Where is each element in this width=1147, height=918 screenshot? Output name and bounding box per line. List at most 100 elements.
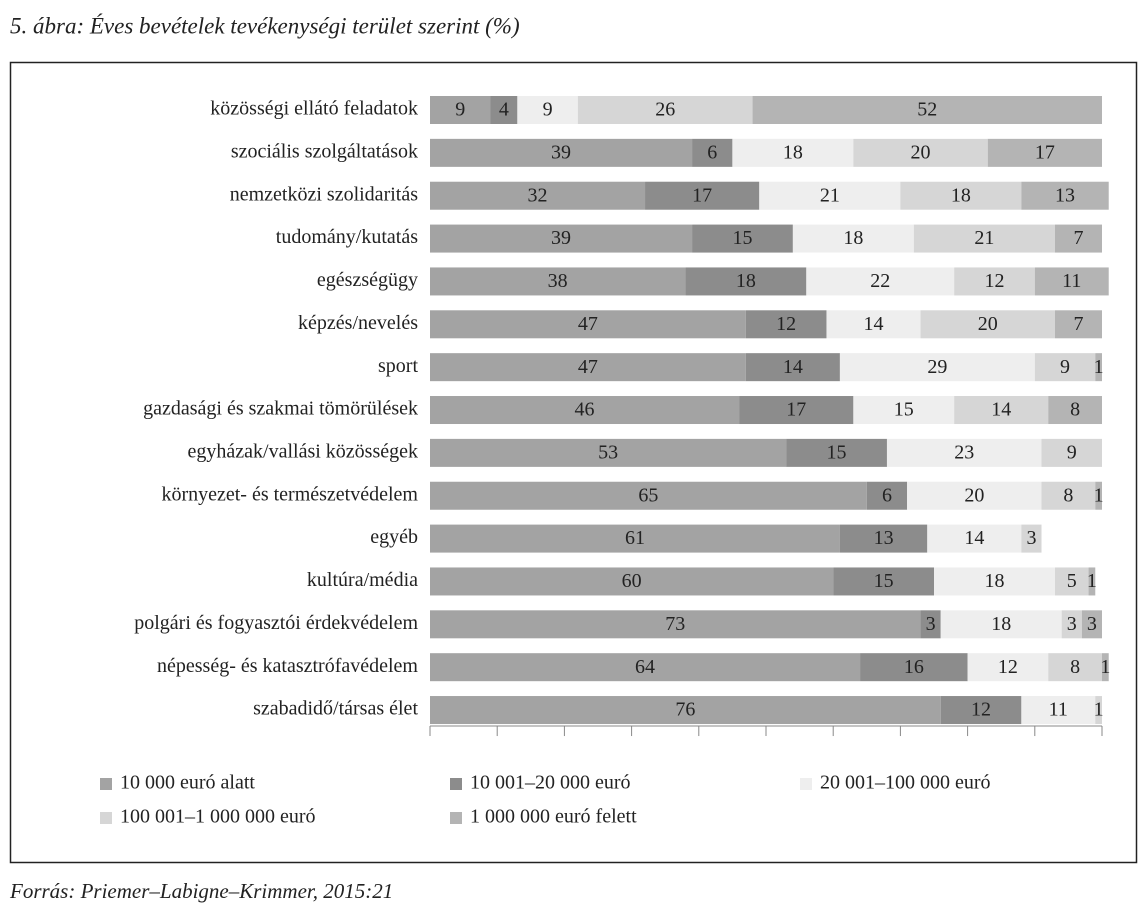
category-label: népesség- és katasztrófavédelem bbox=[157, 655, 418, 677]
bar-segment bbox=[1021, 181, 1109, 210]
value-label: 6 bbox=[707, 141, 717, 163]
bar-segment bbox=[934, 567, 1055, 596]
value-label: 21 bbox=[974, 227, 994, 249]
legend-swatch bbox=[100, 778, 112, 790]
category-label: egyéb bbox=[370, 526, 418, 548]
value-label: 15 bbox=[874, 570, 894, 592]
value-label: 18 bbox=[951, 184, 971, 206]
bar-segment bbox=[1034, 353, 1096, 382]
bar-segment bbox=[430, 224, 693, 253]
value-label: 1 bbox=[1094, 484, 1104, 506]
bar-segment bbox=[430, 438, 787, 467]
bar-segment bbox=[886, 438, 1042, 467]
value-label: 64 bbox=[635, 656, 655, 678]
bar-segment bbox=[692, 138, 733, 167]
value-label: 14 bbox=[864, 313, 884, 335]
legend-label: 10 001–20 000 euró bbox=[470, 772, 631, 794]
category-label: tudomány/kutatás bbox=[276, 226, 418, 248]
source: Forrás: Priemer–Labigne–Krimmer, 2015:21 bbox=[9, 879, 393, 903]
value-label: 73 bbox=[665, 613, 685, 635]
value-label: 15 bbox=[894, 399, 914, 421]
bar-segment bbox=[860, 653, 968, 682]
bar-segment bbox=[920, 610, 941, 639]
value-label: 7 bbox=[1073, 313, 1083, 335]
bar-segment bbox=[685, 267, 807, 296]
value-label: 12 bbox=[776, 313, 796, 335]
bar-segment bbox=[1102, 653, 1109, 682]
legend-label: 20 001–100 000 euró bbox=[820, 772, 991, 794]
bar-segment bbox=[430, 567, 834, 596]
bar-segment bbox=[866, 481, 908, 510]
value-label: 14 bbox=[991, 399, 1011, 421]
bar-segment bbox=[920, 310, 1055, 339]
value-label: 3 bbox=[926, 613, 936, 635]
bar-segment bbox=[1041, 438, 1102, 467]
value-label: 18 bbox=[736, 270, 756, 292]
legend-label: 100 001–1 000 000 euró bbox=[120, 806, 316, 828]
bar-segment bbox=[430, 481, 867, 510]
value-label: 53 bbox=[598, 441, 618, 463]
value-label: 12 bbox=[998, 656, 1018, 678]
value-label: 4 bbox=[499, 99, 509, 121]
frame bbox=[9, 61, 1138, 864]
bar-segment bbox=[853, 138, 988, 167]
value-label: 39 bbox=[551, 141, 571, 163]
value-label: 7 bbox=[1073, 227, 1083, 249]
bar-segment bbox=[517, 96, 578, 124]
value-label: 15 bbox=[827, 441, 847, 463]
value-label: 1 bbox=[1094, 356, 1104, 378]
bar-segment bbox=[900, 181, 1022, 210]
value-label: 23 bbox=[954, 441, 974, 463]
value-label: 20 bbox=[911, 141, 931, 163]
value-label: 9 bbox=[1067, 441, 1077, 463]
legend-swatch bbox=[450, 812, 462, 824]
bar-segment bbox=[759, 181, 901, 210]
chart-title: 5. ábra: Éves bevételek tevékenységi ter… bbox=[10, 13, 520, 38]
bar-segment bbox=[987, 138, 1102, 167]
bar-segment bbox=[430, 396, 740, 425]
bar-segment bbox=[430, 696, 941, 725]
legend-label: 1 000 000 euró felett bbox=[470, 806, 637, 828]
value-label: 14 bbox=[964, 527, 984, 549]
value-label: 9 bbox=[1060, 356, 1070, 378]
bar-segment bbox=[1054, 310, 1102, 339]
bar-segment bbox=[833, 567, 934, 596]
value-label: 13 bbox=[874, 527, 894, 549]
value-label: 11 bbox=[1049, 699, 1068, 721]
category-label: sport bbox=[378, 355, 418, 377]
bar-segment bbox=[954, 396, 1049, 425]
bar-segment bbox=[839, 524, 928, 553]
bar-segment bbox=[577, 96, 753, 124]
bar-segment bbox=[745, 353, 840, 382]
bar-segment bbox=[1095, 353, 1102, 382]
category-label: környezet- és természetvédelem bbox=[161, 483, 418, 505]
value-label: 8 bbox=[1063, 484, 1073, 506]
bar-segment bbox=[430, 138, 693, 167]
value-label: 18 bbox=[991, 613, 1011, 635]
value-label: 13 bbox=[1055, 184, 1075, 206]
legend-label: 10 000 euró alatt bbox=[120, 772, 255, 794]
bar-segment bbox=[692, 224, 793, 253]
bar-segment bbox=[806, 267, 955, 296]
value-label: 18 bbox=[984, 570, 1004, 592]
value-label: 8 bbox=[1070, 399, 1080, 421]
value-label: 16 bbox=[904, 656, 924, 678]
value-label: 76 bbox=[675, 699, 695, 721]
bar-segment bbox=[430, 353, 746, 382]
value-label: 1 bbox=[1100, 656, 1110, 678]
bar-segment bbox=[745, 310, 827, 339]
value-label: 17 bbox=[692, 184, 712, 206]
value-label: 20 bbox=[978, 313, 998, 335]
legend-swatch bbox=[100, 812, 112, 824]
bar-segment bbox=[1061, 610, 1082, 639]
bar-segment bbox=[739, 396, 854, 425]
bar-segment bbox=[430, 310, 746, 339]
value-label: 12 bbox=[984, 270, 1004, 292]
bar-segment bbox=[645, 181, 760, 210]
bar-segment bbox=[1054, 567, 1089, 596]
bar-segment bbox=[1048, 653, 1102, 682]
bar-segment bbox=[430, 653, 861, 682]
bar-segment bbox=[927, 524, 1022, 553]
bar-segment bbox=[732, 138, 854, 167]
bar-segment bbox=[1095, 481, 1102, 510]
